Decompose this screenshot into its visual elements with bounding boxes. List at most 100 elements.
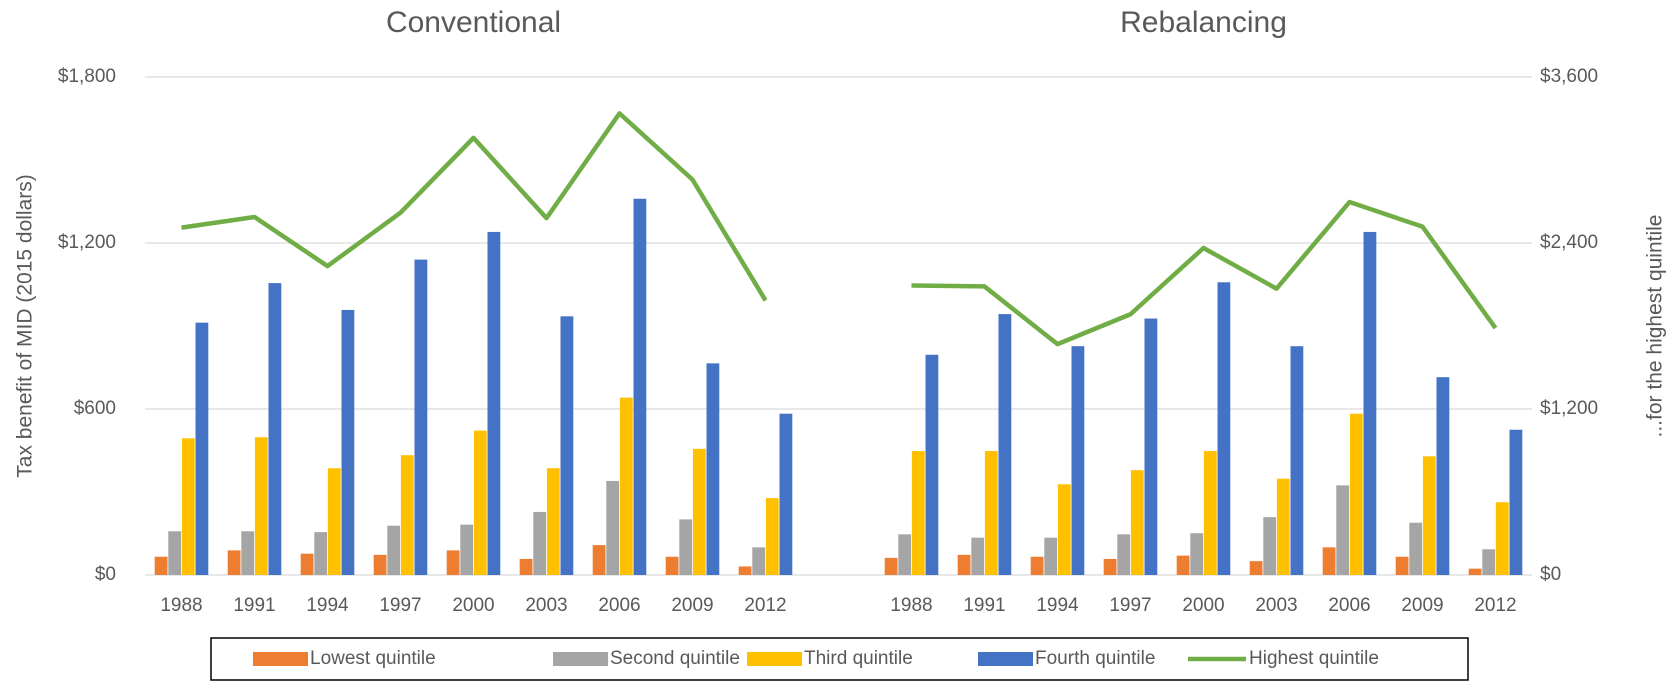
y2-tick-label: $2,400 bbox=[1540, 232, 1598, 253]
legend-swatch bbox=[253, 652, 308, 666]
x-tick-label: 2009 bbox=[671, 595, 713, 616]
legend-box bbox=[210, 637, 1469, 681]
bar bbox=[487, 231, 501, 575]
bar bbox=[300, 553, 314, 575]
bar bbox=[1263, 517, 1277, 575]
bar bbox=[560, 316, 574, 575]
bar bbox=[706, 363, 720, 575]
bar bbox=[1349, 413, 1363, 575]
y-tick-label: $1,200 bbox=[58, 232, 116, 253]
bar bbox=[998, 314, 1012, 575]
bar bbox=[592, 545, 606, 575]
bar bbox=[1509, 429, 1523, 575]
x-tick-label: 2003 bbox=[1255, 595, 1297, 616]
bar bbox=[1044, 537, 1058, 575]
y-tick-label: $600 bbox=[74, 398, 116, 419]
x-tick-label: 2006 bbox=[1328, 595, 1370, 616]
bar bbox=[268, 283, 282, 575]
legend-label: Highest quintile bbox=[1249, 648, 1379, 669]
bar bbox=[533, 511, 547, 575]
bar bbox=[1395, 556, 1409, 575]
bar bbox=[1144, 318, 1158, 575]
bar bbox=[779, 413, 793, 575]
bar bbox=[752, 547, 766, 575]
x-tick-label: 1997 bbox=[379, 595, 421, 616]
x-tick-label: 2000 bbox=[452, 595, 494, 616]
bar bbox=[679, 519, 693, 575]
x-tick-label: 2012 bbox=[1474, 595, 1516, 616]
bar bbox=[400, 455, 414, 575]
legend-swatch bbox=[553, 652, 608, 666]
x-tick-label: 1997 bbox=[1109, 595, 1151, 616]
bar bbox=[1336, 485, 1350, 575]
x-tick-label: 2009 bbox=[1401, 595, 1443, 616]
bar bbox=[519, 558, 533, 575]
legend-label: Lowest quintile bbox=[310, 648, 436, 669]
legend-label: Third quintile bbox=[804, 648, 913, 669]
panel-title: Conventional bbox=[386, 6, 561, 39]
x-tick-label: 1991 bbox=[233, 595, 275, 616]
bar bbox=[765, 498, 779, 575]
x-tick-label: 1991 bbox=[963, 595, 1005, 616]
bar bbox=[898, 534, 912, 575]
bar bbox=[1103, 558, 1117, 575]
bar bbox=[341, 309, 355, 575]
bar bbox=[971, 537, 985, 575]
bar bbox=[1176, 555, 1190, 575]
bar bbox=[911, 451, 925, 575]
bar bbox=[327, 468, 341, 575]
line bbox=[911, 199, 1498, 347]
bar bbox=[984, 451, 998, 575]
bar bbox=[1190, 533, 1204, 575]
x-tick-label: 2006 bbox=[598, 595, 640, 616]
x-tick-label: 2012 bbox=[744, 595, 786, 616]
bar bbox=[1217, 282, 1231, 575]
bar bbox=[181, 438, 195, 575]
y2-tick-label: $0 bbox=[1540, 564, 1561, 585]
bar bbox=[1030, 556, 1044, 575]
x-tick-label: 1988 bbox=[160, 595, 202, 616]
bar bbox=[373, 554, 387, 575]
x-tick-label: 2000 bbox=[1182, 595, 1224, 616]
legend-label: Second quintile bbox=[610, 648, 740, 669]
bar bbox=[546, 468, 560, 575]
bar bbox=[1130, 470, 1144, 575]
y2-tick-label: $1,200 bbox=[1540, 398, 1598, 419]
legend-swatch bbox=[978, 652, 1033, 666]
bar bbox=[1422, 456, 1436, 575]
panel-title: Rebalancing bbox=[1120, 6, 1287, 39]
y2-axis-label: ...for the highest quintile bbox=[1644, 215, 1667, 438]
bar bbox=[1071, 346, 1085, 575]
bar bbox=[1495, 502, 1509, 575]
bar bbox=[606, 480, 620, 575]
bar bbox=[387, 525, 401, 575]
bar bbox=[633, 198, 647, 575]
bar bbox=[1468, 568, 1482, 575]
bar bbox=[414, 259, 428, 575]
line bbox=[181, 111, 768, 302]
bar bbox=[473, 430, 487, 575]
x-tick-label: 1994 bbox=[306, 595, 349, 616]
bar bbox=[227, 550, 241, 575]
bar bbox=[1363, 231, 1377, 575]
bar bbox=[884, 557, 898, 575]
bar bbox=[1322, 547, 1336, 575]
bar bbox=[195, 322, 209, 575]
bar bbox=[665, 556, 679, 575]
y-axis-label: Tax benefit of MID (2015 dollars) bbox=[14, 174, 37, 477]
legend-label: Fourth quintile bbox=[1035, 648, 1155, 669]
y-tick-label: $1,800 bbox=[58, 66, 116, 87]
bar bbox=[957, 554, 971, 575]
legend-swatch bbox=[747, 652, 802, 666]
y2-tick-label: $3,600 bbox=[1540, 66, 1598, 87]
x-tick-label: 1994 bbox=[1036, 595, 1079, 616]
x-tick-label: 1988 bbox=[890, 595, 932, 616]
bar bbox=[460, 524, 474, 575]
bar bbox=[925, 354, 939, 575]
bar bbox=[154, 556, 168, 575]
bar bbox=[1117, 534, 1131, 575]
bar bbox=[314, 532, 328, 575]
bar bbox=[1290, 346, 1304, 575]
bar bbox=[168, 531, 182, 575]
